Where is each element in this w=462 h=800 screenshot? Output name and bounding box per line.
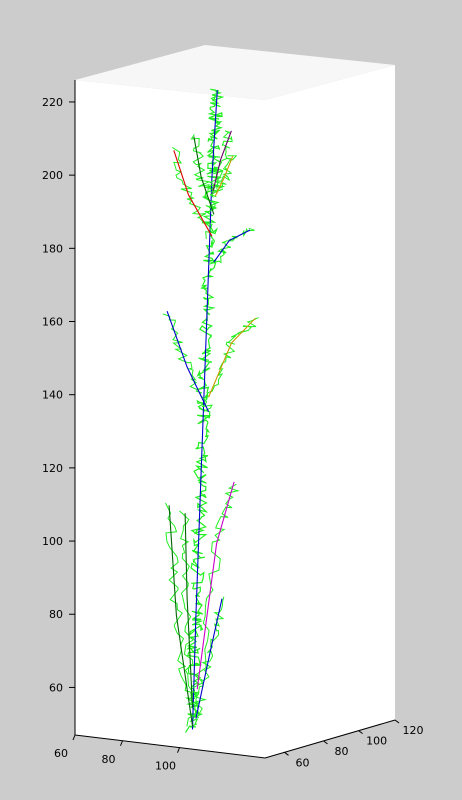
left-face	[75, 80, 265, 758]
branch-line	[214, 156, 234, 197]
x-tick-label: 100	[155, 760, 176, 773]
axes-box	[75, 45, 395, 758]
x-tick-label: 80	[102, 753, 116, 766]
mesh-trace	[208, 227, 255, 265]
mesh-trace	[203, 317, 259, 400]
branch-line	[166, 311, 210, 413]
branch-line	[168, 505, 194, 726]
top-face	[75, 45, 395, 100]
z-tick-label: 120	[42, 462, 63, 475]
branch-line	[195, 598, 223, 719]
y-tick-label: 100	[366, 735, 387, 748]
y-tick	[284, 751, 289, 756]
z-tick-label: 100	[42, 535, 63, 548]
z-tick-label: 60	[49, 681, 63, 694]
y-axis-line	[264, 719, 396, 759]
z-tick-label: 80	[49, 608, 63, 621]
z-tick-label: 200	[42, 169, 63, 182]
y-tick-label: 60	[296, 756, 310, 769]
z-tick-label: 180	[42, 242, 63, 255]
mesh-trace	[179, 510, 199, 711]
x-tick	[72, 734, 76, 741]
branch-line	[211, 130, 232, 197]
branch-line	[213, 229, 251, 263]
branch-line	[184, 513, 194, 708]
y-tick	[323, 740, 328, 745]
x-tick-label: 60	[54, 747, 68, 760]
y-tick-label: 120	[403, 724, 424, 737]
x-axis-line	[74, 734, 266, 759]
x-tick	[120, 740, 123, 746]
right-face	[265, 65, 395, 758]
branch-line	[193, 136, 215, 215]
mesh-trace	[165, 502, 197, 727]
mesh-trace	[192, 596, 225, 718]
z-tick-label: 140	[42, 389, 63, 402]
stem-line	[191, 90, 218, 730]
y-tick	[358, 730, 363, 735]
mesh-trace	[209, 155, 238, 199]
y-tick-label: 80	[335, 745, 349, 758]
z-tick-label: 160	[42, 316, 63, 329]
mesh-trace	[190, 134, 216, 214]
mesh-trace	[193, 483, 240, 689]
y-tick	[394, 719, 400, 724]
branch-line	[196, 481, 235, 690]
branch-line	[173, 150, 213, 237]
axis-ticks: 60 80 100 120 140 160 180 200 220 60 80 100 60 80 100 1…	[42, 80, 424, 773]
mesh-trace	[172, 146, 214, 239]
branch-line	[208, 317, 256, 398]
plant-skeleton	[162, 88, 259, 733]
z-tick-label: 220	[42, 96, 63, 109]
x-tick	[177, 747, 180, 753]
